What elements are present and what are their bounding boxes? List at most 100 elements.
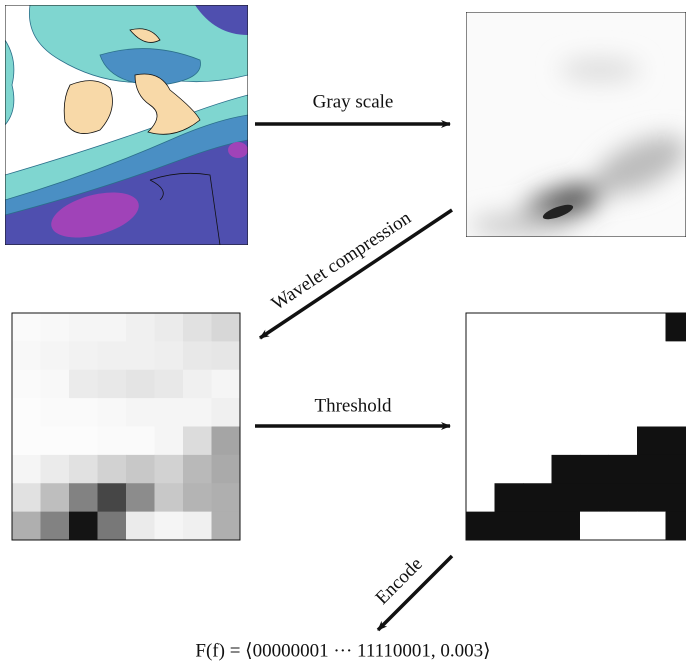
pixel [212,341,241,370]
pixel [98,512,127,541]
pixel [126,313,155,342]
pixel [12,370,41,399]
pixel [552,455,581,484]
pixel [523,483,552,512]
pixel [41,455,70,484]
pixel [69,483,98,512]
diagram: Gray scale Wavelet compression Threshold… [0,0,686,668]
pixel [523,512,552,541]
pixel [41,313,70,342]
pixel [666,313,686,342]
pixel [98,313,127,342]
pixel [523,370,552,399]
pixel [609,370,638,399]
pixel [495,398,524,427]
pixel [495,483,524,512]
pixel [212,455,241,484]
pixel [466,427,495,456]
pixel [609,455,638,484]
pixel [212,483,241,512]
pixel [12,427,41,456]
pixel [495,313,524,342]
pixel [12,483,41,512]
pixel [212,512,241,541]
pixel [126,370,155,399]
step-label: Threshold [314,395,392,416]
pixel [126,483,155,512]
pixel [69,341,98,370]
pixel [609,313,638,342]
pixel [69,427,98,456]
step-label: Encode [372,554,427,609]
pixel [666,483,686,512]
pixel [666,455,686,484]
pixel [666,512,686,541]
pixel [637,427,666,456]
pixel [98,483,127,512]
pixel [523,341,552,370]
pixel [183,455,212,484]
pixel [155,341,184,370]
pixel [523,427,552,456]
pixel [155,370,184,399]
pixel [637,370,666,399]
page: Gray scale Wavelet compression Threshold… [0,0,686,668]
pixel [466,313,495,342]
pixel [41,341,70,370]
pixel [580,341,609,370]
pixel [41,512,70,541]
grayscale-image [466,12,686,237]
pixel [580,512,609,541]
pixel [637,341,666,370]
pixel [183,483,212,512]
pixel [495,370,524,399]
pixel [41,398,70,427]
pixel [609,512,638,541]
pixel [552,341,581,370]
pixel [552,370,581,399]
pixel [183,341,212,370]
pixel [580,398,609,427]
pixel [183,512,212,541]
pixel [41,370,70,399]
pixel [466,370,495,399]
pixel [126,398,155,427]
pixel [580,455,609,484]
pixel [637,455,666,484]
pixel [155,313,184,342]
pixel [552,398,581,427]
pixel [637,483,666,512]
pixel [523,455,552,484]
formula: F(f) = ⟨00000001 ··· 11110001, 0.003⟩ [195,640,490,661]
wavelet-image [12,313,240,540]
pixel [666,370,686,399]
pixel [495,427,524,456]
pixel [523,398,552,427]
pixel [126,341,155,370]
pixel [98,455,127,484]
pixel [637,313,666,342]
pixel [69,313,98,342]
pixel [666,398,686,427]
pixel [183,313,212,342]
pixel [155,398,184,427]
arrow [260,210,452,338]
pixel [495,455,524,484]
pixel [126,512,155,541]
pixel [12,455,41,484]
pixel [212,427,241,456]
pixel [12,313,41,342]
pixel [580,313,609,342]
step-label: Wavelet compression [268,207,416,315]
pixel [609,483,638,512]
pixel [155,427,184,456]
pixel [12,512,41,541]
pixel [466,455,495,484]
pixel [466,483,495,512]
pixel [98,398,127,427]
pixel [12,341,41,370]
pixel [69,455,98,484]
pixel [98,427,127,456]
pixel [666,341,686,370]
pixel [183,370,212,399]
